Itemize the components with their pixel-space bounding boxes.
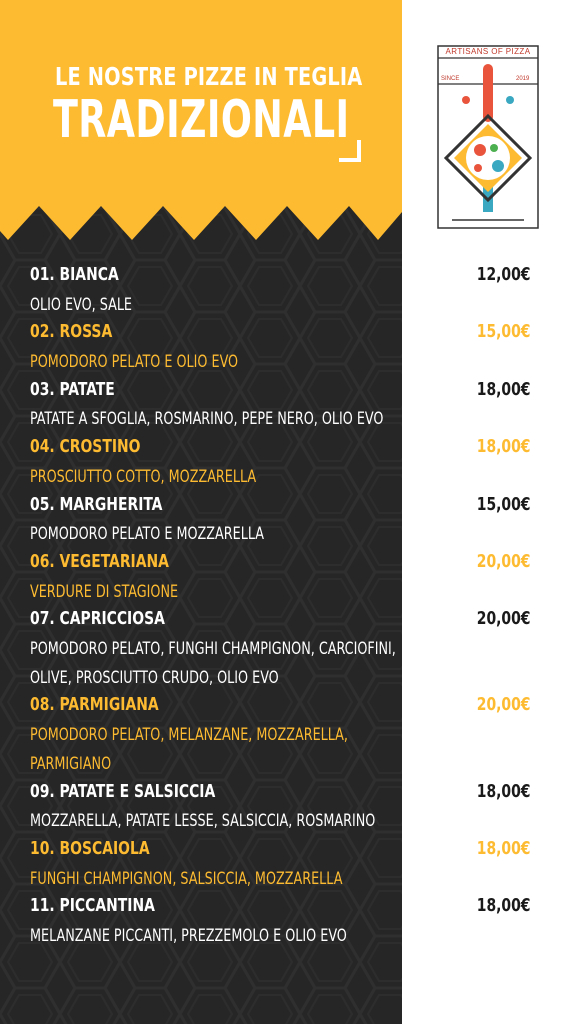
- item-name: 06. VEGETARIANA: [30, 550, 169, 572]
- item-price: 20,00€: [476, 550, 530, 572]
- item-name: 11. PICCANTINA: [30, 895, 155, 917]
- page-subtitle: LE NOSTRE PIZZE IN TEGLIA: [55, 62, 363, 91]
- item-price: 18,00€: [476, 837, 530, 859]
- item-name: 03. PATATE: [30, 378, 115, 400]
- item-price: 15,00€: [476, 321, 530, 343]
- item-description: VERDURE DI STAGIONE: [30, 581, 179, 601]
- header-banner: [0, 0, 402, 240]
- item-price: 15,00€: [476, 493, 530, 515]
- menu-item: 07. CAPRICCIOSA 20,00€ POMODORO PELATO, F…: [30, 606, 530, 692]
- corner-accent: [339, 140, 361, 162]
- logo-since-year: 2019: [516, 76, 530, 82]
- item-price: 12,00€: [476, 264, 530, 285]
- menu-item: 03. PATATE 18,00€ PATATE A SFOGLIA, ROSMA…: [30, 377, 530, 434]
- item-name: 02. ROSSA: [30, 321, 113, 343]
- item-description: PARMIGIANO: [30, 753, 112, 773]
- item-name: 09. PATATE E SALSICCIA: [30, 780, 216, 802]
- item-price: 18,00€: [476, 378, 530, 400]
- item-description: FUNGHI CHAMPIGNON, SALSICCIA, MOZZARELLA: [30, 868, 343, 888]
- item-description: PATATE A SFOGLIA, ROSMARINO, PEPE NERO, …: [30, 409, 384, 429]
- item-description: POMODORO PELATO E MOZZARELLA: [30, 524, 264, 544]
- item-description: OLIVE, PROSCIUTTO CRUDO, OLIO EVO: [30, 667, 279, 687]
- item-name: 01. BIANCA: [30, 264, 119, 285]
- item-description: PROSCIUTTO COTTO, MOZZARELLA: [30, 466, 257, 486]
- item-price: 18,00€: [476, 895, 530, 917]
- item-price: 20,00€: [476, 608, 530, 630]
- item-description: OLIO EVO, SALE: [30, 294, 132, 314]
- item-price: 20,00€: [476, 694, 530, 716]
- item-name: 10. BOSCAIOLA: [30, 837, 150, 859]
- menu-item: 06. VEGETARIANA 20,00€ VERDURE DI STAGION…: [30, 549, 530, 606]
- menu-item: 11. PICCANTINA 18,00€ MELANZANE PICCANTI,…: [30, 893, 530, 950]
- menu-item: 08. PARMIGIANA 20,00€ POMODORO PELATO, ME…: [30, 692, 530, 778]
- item-name: 05. MARGHERITA: [30, 493, 163, 515]
- item-description: POMODORO PELATO, MELANZANE, MOZZARELLA,: [30, 725, 348, 745]
- logo-brand-text: ARTISANS OF PIZZA: [445, 47, 531, 56]
- item-price: 18,00€: [476, 780, 530, 802]
- pizza-menu-list: 01. BIANCA 12,00€ OLIO EVO, SALE 02. ROSS…: [30, 262, 530, 951]
- item-name: 07. CAPRICCIOSA: [30, 608, 165, 630]
- item-price: 18,00€: [476, 436, 530, 458]
- item-description: POMODORO PELATO, FUNGHI CHAMPIGNON, CARC…: [30, 639, 396, 659]
- menu-item: 02. ROSSA 15,00€ POMODORO PELATO E OLIO E…: [30, 319, 530, 376]
- menu-item: 09. PATATE E SALSICCIA 18,00€ MOZZARELLA,…: [30, 779, 530, 836]
- item-description: POMODORO PELATO E OLIO EVO: [30, 352, 239, 372]
- item-name: 08. PARMIGIANA: [30, 694, 159, 716]
- menu-item: 05. MARGHERITA 15,00€ POMODORO PELATO E M…: [30, 492, 530, 549]
- page-title: TRADIZIONALI: [53, 90, 350, 150]
- menu-item: 04. CROSTINO 18,00€ PROSCIUTTO COTTO, MOZ…: [30, 434, 530, 491]
- menu-item: 01. BIANCA 12,00€ OLIO EVO, SALE: [30, 262, 530, 319]
- logo-since-label: SINCE: [441, 76, 460, 82]
- item-name: 04. CROSTINO: [30, 436, 141, 458]
- item-description: MOZZARELLA, PATATE LESSE, SALSICCIA, ROS…: [30, 811, 376, 831]
- item-description: MELANZANE PICCANTI, PREZZEMOLO E OLIO EV…: [30, 926, 347, 945]
- menu-item: 10. BOSCAIOLA 18,00€ FUNGHI CHAMPIGNON, S…: [30, 836, 530, 893]
- artisans-of-pizza-logo: [437, 45, 539, 229]
- menu-panel: [0, 0, 402, 1024]
